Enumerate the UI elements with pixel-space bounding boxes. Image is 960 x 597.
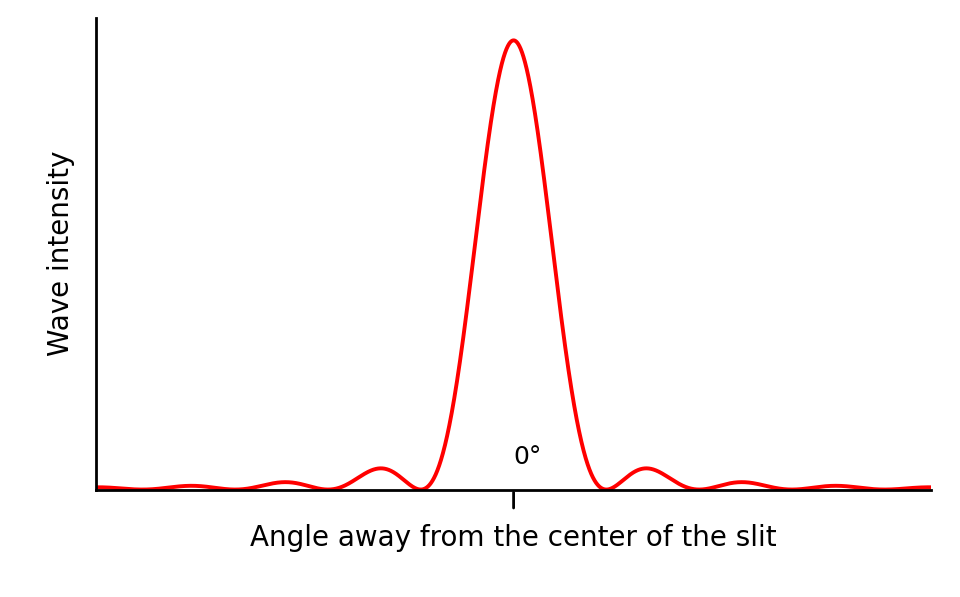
- Y-axis label: Wave intensity: Wave intensity: [47, 151, 75, 356]
- X-axis label: Angle away from the center of the slit: Angle away from the center of the slit: [251, 524, 777, 552]
- Text: 0°: 0°: [514, 445, 541, 469]
